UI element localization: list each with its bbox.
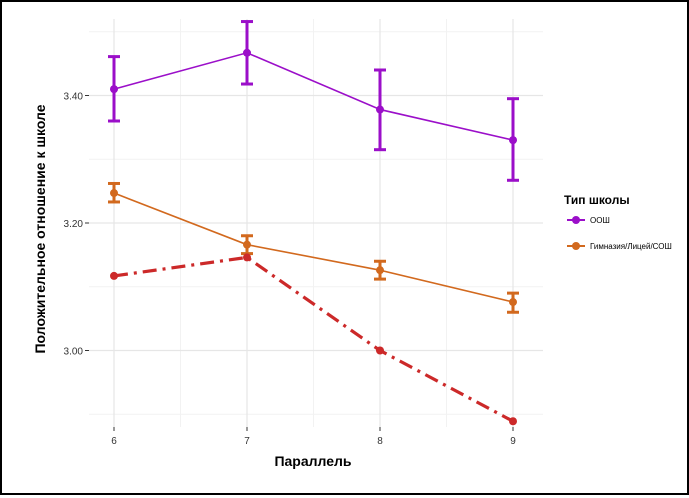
data-point (110, 85, 118, 94)
data-point (243, 48, 251, 57)
data-point (376, 266, 384, 275)
grid (89, 19, 543, 427)
legend: Тип школы ООШ Гимназия/Лицей/СОШ (564, 193, 672, 251)
data-point (509, 136, 517, 145)
series-1 (108, 20, 519, 182)
x-tick-label: 6 (111, 436, 117, 447)
series-line (113, 51, 514, 141)
data-point (243, 240, 251, 249)
data-point (509, 417, 517, 426)
data-point (509, 298, 517, 307)
legend-item-1: ООШ (567, 216, 610, 225)
data-point (110, 189, 118, 198)
x-tick-label: 7 (244, 436, 250, 447)
data-point (376, 105, 384, 114)
data-point (243, 253, 251, 262)
data-point (376, 346, 384, 355)
x-axis-label: Параллель (274, 453, 351, 469)
x-tick-label: 9 (510, 436, 516, 447)
y-tick-label: 3.40 (64, 92, 84, 103)
legend-label: ООШ (590, 216, 610, 225)
y-tick-label: 3.00 (64, 347, 84, 358)
y-axis-label: Положительное отношение к школе (32, 104, 48, 353)
legend-item-2: Гимназия/Лицей/СОШ (567, 242, 672, 251)
series (108, 20, 519, 426)
y-tick-label: 3.20 (64, 219, 84, 230)
legend-key-point (572, 242, 580, 250)
series-2 (108, 181, 519, 314)
series-3 (110, 253, 517, 426)
axes: 3.00 3.20 3.40 6 7 8 9 (64, 92, 517, 448)
series-line (113, 192, 514, 303)
legend-title: Тип школы (564, 193, 630, 207)
data-point (110, 271, 118, 280)
legend-key-point (572, 216, 580, 224)
legend-label: Гимназия/Лицей/СОШ (590, 242, 672, 251)
series-line (113, 255, 514, 423)
x-tick-label: 8 (377, 436, 383, 447)
